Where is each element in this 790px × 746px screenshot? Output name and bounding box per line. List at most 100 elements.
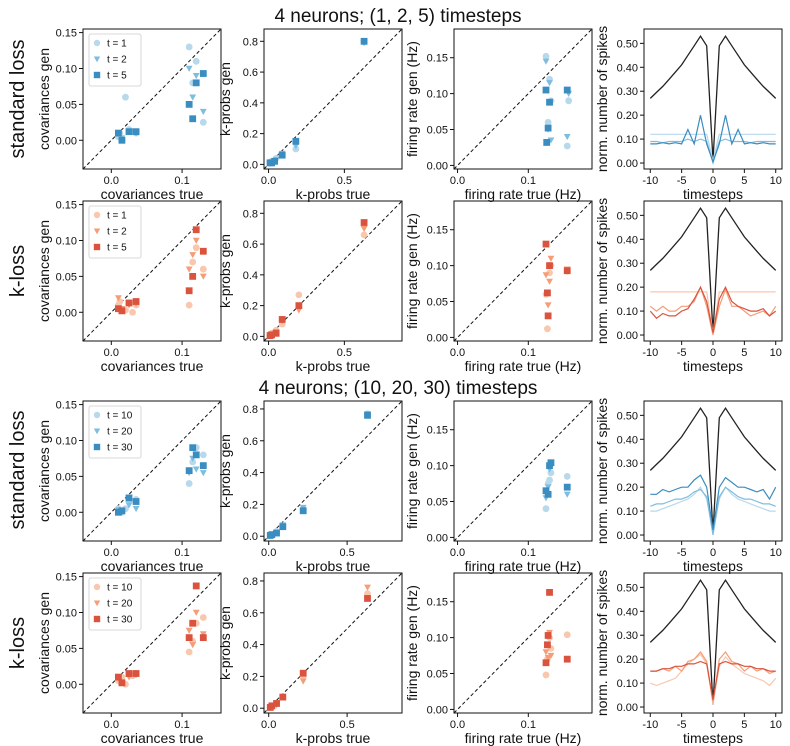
row-label-1: standard loss (7, 40, 29, 159)
data-point (114, 673, 122, 681)
data-point (278, 316, 286, 323)
panel-cov-row1: 0.0 0.1 0.00 0.05 0.10 0.15 covariances true co… (36, 28, 222, 202)
plot-area (264, 29, 402, 169)
x-tick-label: 0 (710, 347, 716, 359)
data-point (272, 329, 280, 337)
y-tick-label: 0.30 (617, 630, 638, 642)
legend-marker (93, 39, 101, 47)
data-point (542, 240, 550, 248)
legend: t = 1 t = 2 t = 5 (88, 205, 142, 259)
plot-area (454, 401, 592, 541)
data-point (544, 124, 552, 132)
identity-line (454, 401, 592, 541)
data-point (189, 115, 197, 123)
series-line-true (649, 579, 777, 705)
axes-frame (82, 200, 222, 342)
y-tick-label: 0.15 (427, 425, 448, 437)
plot-area (454, 573, 592, 713)
series-line-true (649, 407, 777, 533)
identity-line (454, 201, 592, 341)
data-point (546, 98, 553, 106)
axes-frame (263, 200, 403, 342)
plot-area (83, 573, 221, 713)
data-point (122, 93, 129, 101)
panel-rate-row4: 0.0 0.1 0.00 0.05 0.10 0.15 firing rate true (… (404, 572, 593, 746)
y-tick-label: 0.15 (56, 400, 77, 412)
y-axis-label: k-probs gen (217, 234, 233, 308)
data-point (273, 700, 280, 707)
legend-marker (93, 443, 101, 451)
y-tick-label: 0.30 (617, 258, 638, 270)
x-axis-label: k-probs true (296, 186, 371, 202)
series-line-generated (649, 285, 777, 333)
y-tick-label: 0.8 (243, 36, 258, 48)
legend-marker (93, 600, 101, 607)
legend-box (88, 33, 142, 87)
data-point (364, 584, 371, 591)
section-title-2: 4 neurons; (10, 20, 30) timesteps (259, 378, 538, 399)
y-tick-label: 0.15 (56, 200, 77, 212)
data-point (563, 267, 571, 275)
x-tick-label: 0.0 (104, 719, 119, 731)
x-tick-label: 10 (770, 719, 782, 731)
y-axis-label: covariances gen (36, 220, 52, 322)
axes-frame (643, 572, 783, 714)
y-tick-label: 0.50 (617, 210, 638, 222)
x-tick-label: 0.0 (261, 547, 276, 559)
x-axis-label: k-probs true (296, 730, 371, 746)
y-tick-label: 0.10 (56, 235, 77, 247)
data-point (299, 669, 307, 677)
plot-area (83, 201, 221, 341)
data-point (360, 225, 368, 233)
data-point (544, 632, 552, 639)
y-tick-label: 0.6 (243, 608, 258, 620)
x-tick-label: 10 (770, 175, 782, 187)
data-point (544, 641, 551, 649)
legend-label: t = 5 (107, 71, 127, 82)
y-tick-label: 0.20 (617, 654, 638, 666)
data-point (268, 702, 276, 710)
y-axis-label: firing rate gen (Hz) (404, 41, 420, 157)
panel-cov-row3: 0.0 0.1 0.00 0.05 0.10 0.15 covariances true co… (36, 400, 222, 574)
y-tick-label: 0.15 (427, 53, 448, 65)
data-point (563, 655, 571, 663)
panel-rate-row3: 0.0 0.1 0.00 0.05 0.10 0.15 firing rate true (… (404, 400, 593, 574)
series-line-generated (650, 474, 777, 531)
y-tick-label: 0.20 (617, 282, 638, 294)
axes-frame (643, 200, 783, 342)
data-point (199, 118, 207, 126)
data-point (547, 459, 555, 467)
panel-kprob-row1: 0.0 0.5 0.0 0.2 0.4 0.6 0.8 k-probs true k-probs… (217, 28, 403, 202)
data-point (360, 219, 368, 226)
y-tick-label: 0.10 (427, 633, 448, 645)
panel-kprob-row4: 0.0 0.5 0.0 0.2 0.4 0.6 0.8 k-probs true k-probs… (217, 572, 403, 746)
data-point (185, 65, 193, 72)
x-tick-label: 0.0 (104, 175, 119, 187)
plot-area (649, 35, 777, 166)
y-tick-label: 0.10 (427, 89, 448, 101)
data-point (199, 462, 207, 470)
identity-line (264, 201, 402, 341)
legend-marker (93, 583, 101, 591)
y-tick-label: 0.05 (427, 125, 448, 137)
panel-spikes-row3: -10 -5 0 5 10 0.00 0.10 0.20 0.30 0.40 0.50 timeste… (594, 398, 783, 574)
y-tick-label: 0.05 (56, 271, 77, 283)
series-line-generated (650, 651, 776, 703)
legend: t = 10 t = 20 t = 30 (88, 405, 142, 459)
legend-label: t = 30 (107, 615, 133, 626)
data-point (547, 255, 555, 262)
plot-area (264, 573, 402, 713)
y-tick-label: 0.00 (427, 704, 448, 716)
data-point (546, 476, 553, 484)
x-tick-label: 0.0 (450, 547, 465, 559)
x-axis-label: covariances true (101, 358, 204, 374)
y-axis-label: firing rate gen (Hz) (404, 413, 420, 529)
x-tick-label: -5 (677, 719, 687, 731)
y-axis-label: norm. number of spikes (594, 26, 610, 172)
x-tick-label: 0.1 (174, 719, 189, 731)
y-tick-label: 0.2 (243, 671, 258, 683)
y-tick-label: 0.6 (243, 239, 258, 251)
data-point (185, 287, 193, 295)
data-point (185, 480, 193, 487)
data-point (279, 693, 287, 701)
